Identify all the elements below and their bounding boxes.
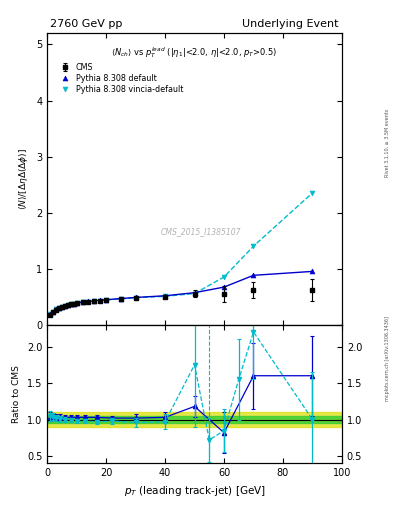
Pythia 8.308 vincia-default bbox=[74, 300, 79, 306]
Text: Rivet 3.1.10, ≥ 3.5M events: Rivet 3.1.10, ≥ 3.5M events bbox=[385, 109, 390, 178]
Pythia 8.308 default bbox=[133, 294, 138, 301]
Pythia 8.308 default bbox=[80, 299, 85, 305]
Line: Pythia 8.308 vincia-default: Pythia 8.308 vincia-default bbox=[48, 190, 315, 316]
Pythia 8.308 vincia-default bbox=[92, 298, 97, 304]
Pythia 8.308 default bbox=[68, 301, 73, 307]
Pythia 8.308 default bbox=[72, 301, 76, 307]
Pythia 8.308 vincia-default bbox=[80, 299, 85, 305]
Pythia 8.308 vincia-default bbox=[48, 311, 53, 317]
Pythia 8.308 default bbox=[104, 296, 108, 303]
Pythia 8.308 vincia-default bbox=[65, 302, 70, 308]
Pythia 8.308 vincia-default bbox=[222, 274, 226, 280]
Pythia 8.308 default bbox=[251, 272, 256, 279]
Pythia 8.308 default bbox=[163, 293, 167, 299]
Pythia 8.308 vincia-default bbox=[62, 303, 67, 309]
Pythia 8.308 default bbox=[65, 302, 70, 308]
Pythia 8.308 vincia-default bbox=[119, 296, 123, 302]
Y-axis label: $\langle N\rangle/[\Delta\eta\Delta(\Delta\phi)]$: $\langle N\rangle/[\Delta\eta\Delta(\Del… bbox=[18, 148, 31, 210]
Pythia 8.308 vincia-default bbox=[133, 295, 138, 301]
Pythia 8.308 vincia-default bbox=[163, 293, 167, 300]
Bar bbox=[47, 416, 342, 423]
Text: Underlying Event: Underlying Event bbox=[242, 19, 339, 29]
Text: $\langle N_{ch}\rangle$ vs $p_T^{lead}$ ($|\eta_1|$<2.0, $\eta$|<2.0, $p_T$>0.5): $\langle N_{ch}\rangle$ vs $p_T^{lead}$ … bbox=[111, 45, 278, 60]
Pythia 8.308 default bbox=[51, 309, 55, 315]
Pythia 8.308 vincia-default bbox=[98, 297, 103, 304]
Pythia 8.308 default bbox=[57, 305, 61, 311]
Pythia 8.308 vincia-default bbox=[72, 301, 76, 307]
Pythia 8.308 vincia-default bbox=[57, 305, 61, 311]
Pythia 8.308 default bbox=[222, 284, 226, 290]
Pythia 8.308 default bbox=[98, 297, 103, 303]
Pythia 8.308 default bbox=[310, 268, 315, 274]
Line: Pythia 8.308 default: Pythia 8.308 default bbox=[48, 269, 315, 316]
Pythia 8.308 vincia-default bbox=[104, 297, 108, 303]
X-axis label: $p_T$ (leading track-jet) [GeV]: $p_T$ (leading track-jet) [GeV] bbox=[123, 484, 266, 498]
Pythia 8.308 vincia-default bbox=[310, 190, 315, 196]
Pythia 8.308 default bbox=[192, 290, 197, 296]
Pythia 8.308 default bbox=[48, 311, 53, 317]
Text: mcplots.cern.ch [arXiv:1306.3436]: mcplots.cern.ch [arXiv:1306.3436] bbox=[385, 316, 390, 401]
Pythia 8.308 vincia-default bbox=[251, 243, 256, 249]
Pythia 8.308 default bbox=[53, 306, 59, 312]
Pythia 8.308 default bbox=[74, 300, 79, 306]
Pythia 8.308 default bbox=[60, 304, 64, 310]
Y-axis label: Ratio to CMS: Ratio to CMS bbox=[12, 365, 21, 423]
Pythia 8.308 vincia-default bbox=[53, 306, 59, 312]
Pythia 8.308 default bbox=[86, 298, 91, 305]
Legend: CMS, Pythia 8.308 default, Pythia 8.308 vincia-default: CMS, Pythia 8.308 default, Pythia 8.308 … bbox=[54, 60, 185, 96]
Text: CMS_2015_I1385107: CMS_2015_I1385107 bbox=[160, 227, 241, 236]
Pythia 8.308 default bbox=[62, 303, 67, 309]
Pythia 8.308 vincia-default bbox=[60, 304, 64, 310]
Pythia 8.308 vincia-default bbox=[51, 309, 55, 315]
Text: 2760 GeV pp: 2760 GeV pp bbox=[50, 19, 123, 29]
Pythia 8.308 vincia-default bbox=[192, 290, 197, 296]
Pythia 8.308 vincia-default bbox=[86, 298, 91, 305]
Pythia 8.308 default bbox=[92, 298, 97, 304]
Pythia 8.308 vincia-default bbox=[68, 302, 73, 308]
Bar bbox=[47, 412, 342, 427]
Pythia 8.308 default bbox=[119, 295, 123, 302]
